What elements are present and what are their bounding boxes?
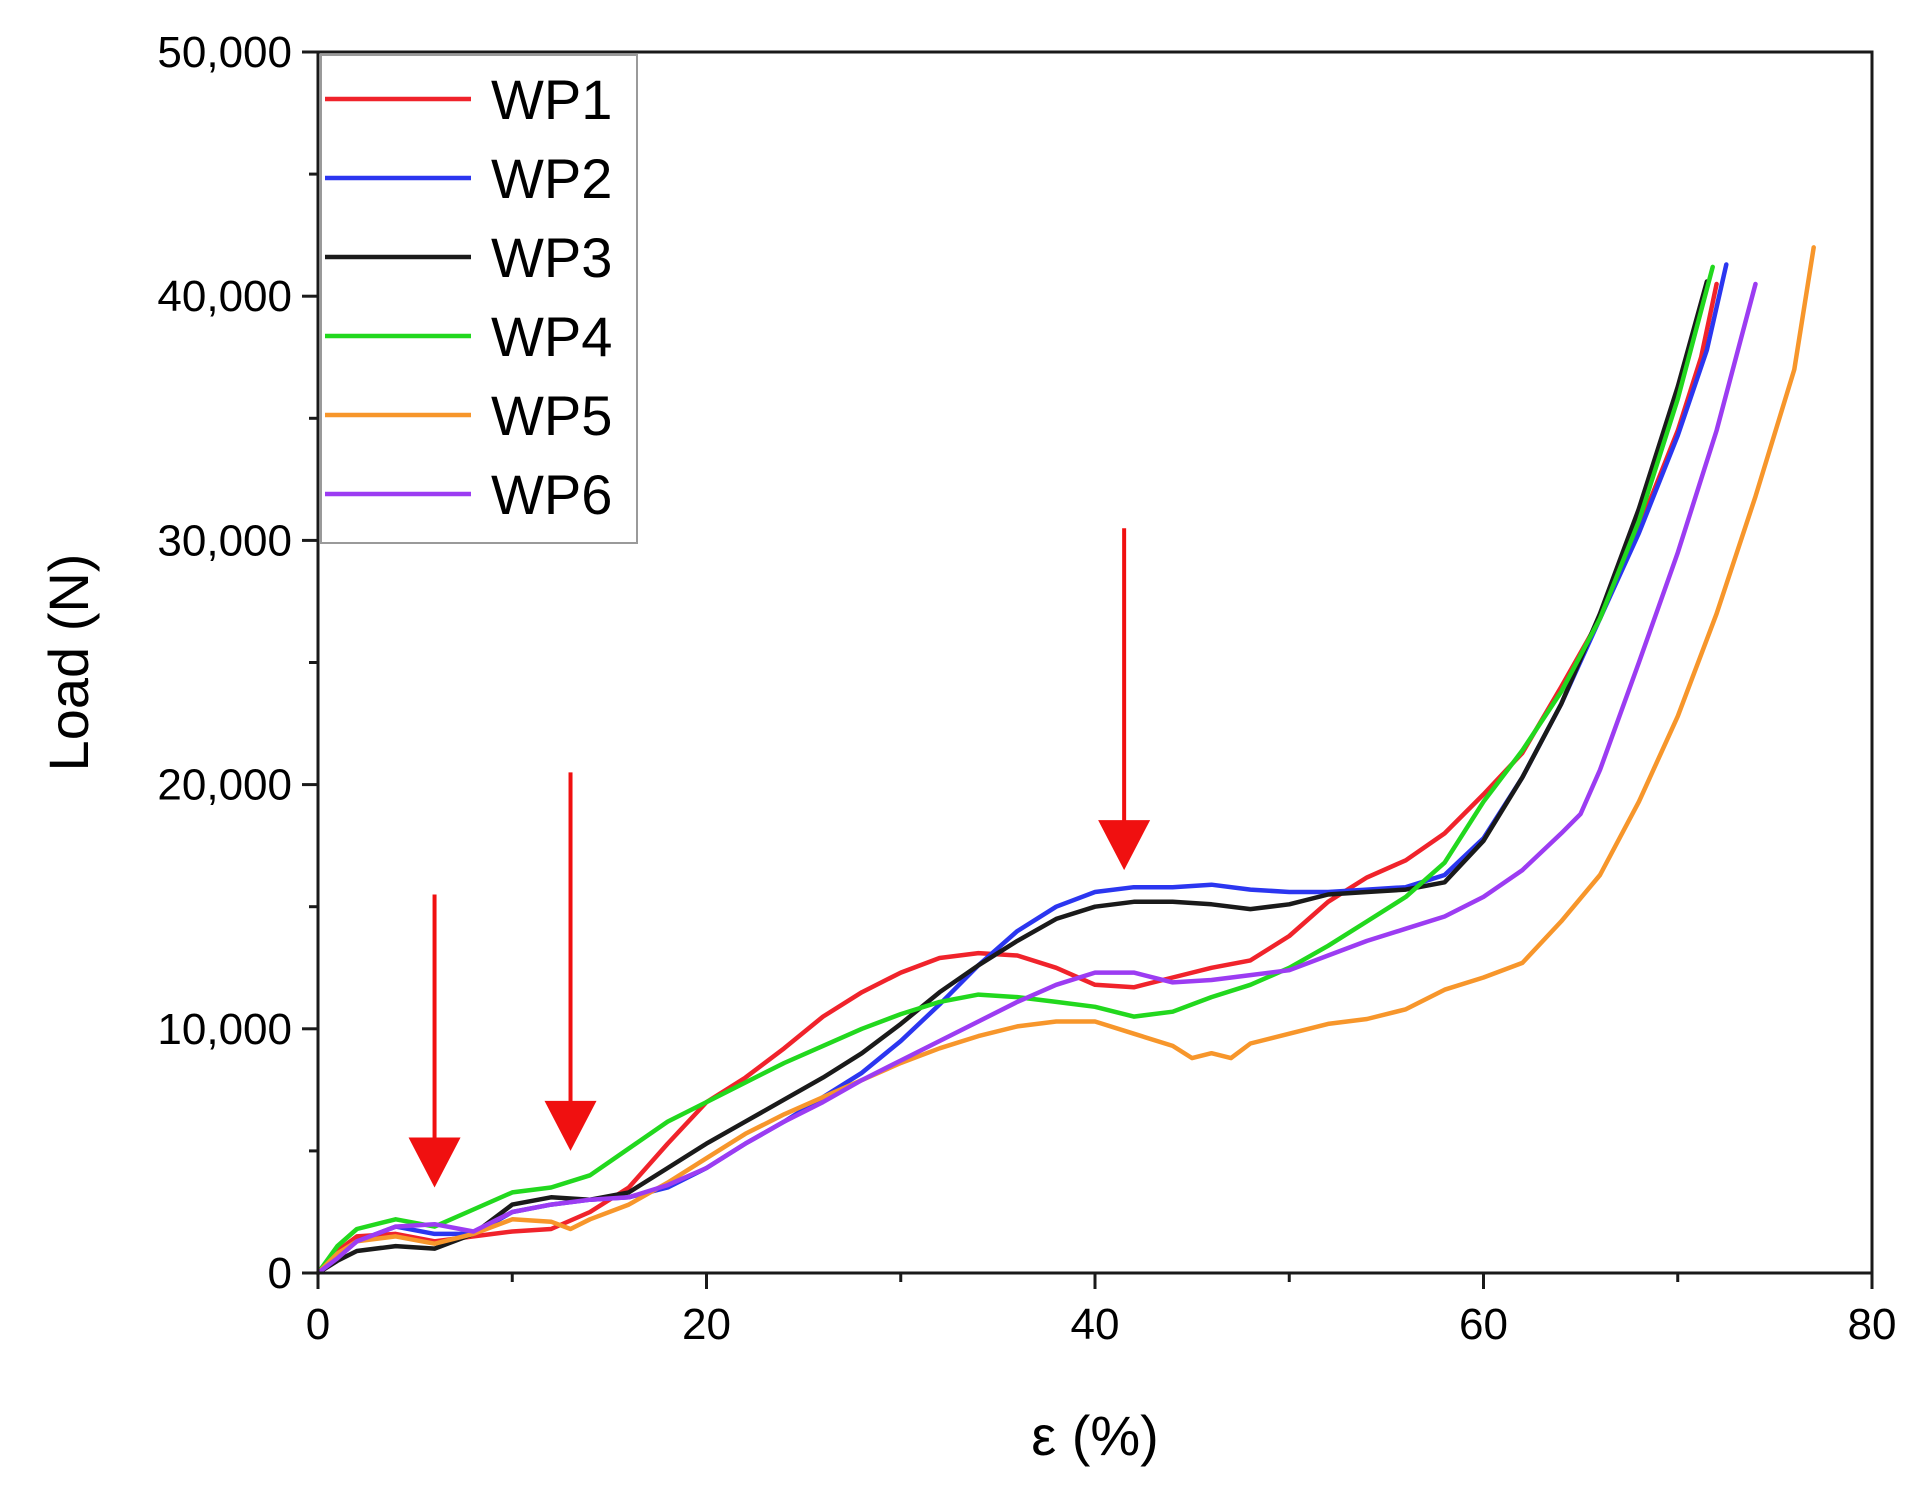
x-tick-label: 60	[1459, 1300, 1508, 1349]
x-axis-title: ε (%)	[1031, 1404, 1159, 1467]
annotation-layer	[408, 528, 1151, 1188]
legend-label-wp6: WP6	[491, 463, 612, 526]
arrow-head-3	[1098, 820, 1151, 871]
series-layer	[315, 245, 1816, 1276]
arrow-head-1	[408, 1137, 461, 1188]
series-line-wp6	[315, 281, 1758, 1276]
arrow-head-2	[544, 1100, 597, 1151]
y-tick-label: 50,000	[157, 28, 292, 77]
x-tick-label: 20	[682, 1300, 731, 1349]
series-line-wp5	[315, 245, 1816, 1276]
series-line-wp3	[315, 279, 1710, 1276]
legend-label-wp5: WP5	[491, 384, 612, 447]
y-tick-label: 30,000	[157, 516, 292, 565]
legend: WP1 WP2 WP3 WP4 WP5 WP6	[320, 54, 638, 544]
legend-label-wp1: WP1	[491, 68, 612, 131]
legend-box	[320, 54, 638, 544]
legend-label-wp2: WP2	[491, 147, 612, 210]
series-line-wp4	[315, 264, 1715, 1276]
y-axis-title: Load (N)	[37, 554, 100, 772]
x-tick-label: 0	[306, 1300, 330, 1349]
y-tick-label: 10,000	[157, 1005, 292, 1054]
y-tick-label: 20,000	[157, 761, 292, 810]
legend-label-wp4: WP4	[491, 305, 612, 368]
x-tick-label: 80	[1848, 1300, 1897, 1349]
axis-ticks: 0 20 40 60 80 0 10,000 20,000 30,000 40,000 50,000	[157, 28, 1896, 1349]
legend-label-wp3: WP3	[491, 226, 612, 289]
y-tick-label: 40,000	[157, 272, 292, 321]
x-tick-label: 40	[1071, 1300, 1120, 1349]
y-tick-label: 0	[268, 1249, 292, 1298]
